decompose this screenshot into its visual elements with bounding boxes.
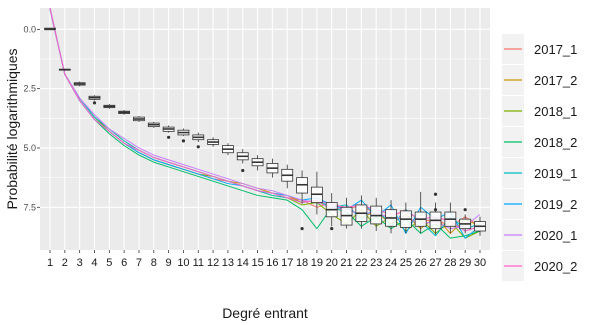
legend-item-2018_2: 2018_2 bbox=[502, 127, 577, 157]
box-outlier bbox=[196, 145, 200, 149]
boxplot-21 bbox=[340, 197, 353, 229]
x-tick-label: 4 bbox=[91, 257, 97, 269]
x-tick-label: 12 bbox=[207, 257, 219, 269]
x-tick-label: 1 bbox=[47, 257, 53, 269]
box-outlier bbox=[300, 227, 304, 231]
x-tick-label: 7 bbox=[136, 257, 142, 269]
x-tick-label: 8 bbox=[151, 257, 157, 269]
x-tick-label: 28 bbox=[444, 257, 456, 269]
legend-label: 2018_1 bbox=[534, 104, 577, 119]
y-ticks: 0.0 2.5 5.0 7.5 bbox=[23, 24, 40, 212]
boxplot-26 bbox=[414, 191, 427, 234]
boxplot-30 bbox=[474, 216, 486, 236]
x-ticks: 1 2 3 4 5 6 7 8 9 10 11 12 13 14 15 16 17 18 19 20 21 22 23 24 2… bbox=[47, 250, 486, 269]
boxplot-28 bbox=[444, 202, 457, 234]
x-tick-label: 5 bbox=[106, 257, 112, 269]
boxplot-18 bbox=[296, 170, 308, 231]
legend-label: 2019_2 bbox=[534, 197, 577, 212]
x-tick-label: 18 bbox=[296, 257, 308, 269]
panel-background bbox=[40, 8, 490, 250]
x-tick-label: 13 bbox=[222, 257, 234, 269]
x-tick-label: 6 bbox=[121, 257, 127, 269]
boxplot-19 bbox=[310, 171, 323, 215]
x-tick-label: 29 bbox=[459, 257, 471, 269]
boxplot-4 bbox=[88, 95, 101, 105]
boxplot-13 bbox=[222, 143, 234, 156]
x-tick-label: 19 bbox=[311, 257, 323, 269]
boxplot-10 bbox=[177, 128, 190, 143]
legend-item-2019_2: 2019_2 bbox=[502, 189, 577, 219]
boxplot-1 bbox=[44, 27, 56, 31]
x-tick-label: 17 bbox=[281, 257, 293, 269]
y-tick-label: 5.0 bbox=[23, 143, 36, 153]
legend-label: 2017_1 bbox=[534, 42, 577, 57]
boxplot-2 bbox=[58, 68, 71, 71]
y-tick-label: 7.5 bbox=[23, 202, 36, 212]
x-tick-label: 16 bbox=[266, 257, 278, 269]
boxplot-20 bbox=[325, 193, 338, 231]
boxplot-14 bbox=[236, 149, 249, 173]
x-tick-label: 25 bbox=[400, 257, 412, 269]
legend-item-2020_1: 2020_1 bbox=[502, 220, 577, 250]
boxplot-8 bbox=[147, 121, 160, 128]
y-tick-label: 0.0 bbox=[23, 24, 36, 34]
legend-item-2018_1: 2018_1 bbox=[502, 96, 577, 126]
x-tick-label: 30 bbox=[474, 257, 486, 269]
box-outlier bbox=[433, 208, 438, 212]
boxplot-6 bbox=[118, 110, 131, 115]
x-tick-label: 27 bbox=[429, 257, 441, 269]
boxplot-23 bbox=[370, 197, 383, 232]
boxplot-16 bbox=[266, 158, 279, 178]
legend-label: 2020_1 bbox=[534, 228, 577, 243]
x-tick-label: 26 bbox=[415, 257, 427, 269]
boxplots bbox=[44, 27, 486, 236]
legend-item-2017_1: 2017_1 bbox=[502, 34, 577, 64]
box-outlier bbox=[241, 168, 245, 173]
x-tick-label: 21 bbox=[340, 257, 352, 269]
boxplot-5 bbox=[103, 104, 116, 109]
x-tick-label: 20 bbox=[326, 257, 338, 269]
box-outlier bbox=[433, 192, 438, 196]
x-tick-label: 14 bbox=[237, 257, 249, 269]
x-tick-label: 3 bbox=[77, 257, 83, 269]
boxplot-9 bbox=[162, 125, 175, 139]
x-tick-label: 23 bbox=[370, 257, 382, 269]
x-tick-label: 2 bbox=[62, 257, 68, 269]
x-axis-title: Degré entrant bbox=[222, 305, 308, 321]
boxplot-17 bbox=[281, 164, 294, 189]
boxplot-15 bbox=[251, 155, 264, 171]
boxplot-27 bbox=[429, 192, 442, 235]
x-tick-label: 9 bbox=[166, 257, 172, 269]
box-outlier bbox=[167, 135, 171, 139]
boxplot-24 bbox=[385, 200, 397, 234]
box-outlier bbox=[330, 227, 334, 231]
boxplot-3 bbox=[73, 81, 86, 87]
boxplot-11 bbox=[192, 132, 205, 149]
y-tick-label: 2.5 bbox=[23, 84, 36, 94]
box-outlier bbox=[181, 139, 186, 143]
legend: 2017_1 2017_2 2018_1 2018_2 2019_1 2019_2 2020… bbox=[502, 34, 577, 281]
boxplot-12 bbox=[207, 137, 220, 147]
boxplot-22 bbox=[355, 195, 368, 229]
legend-label: 2020_2 bbox=[534, 259, 577, 274]
legend-item-2019_1: 2019_1 bbox=[502, 158, 577, 188]
boxplot-7 bbox=[133, 115, 145, 122]
y-axis-title: Probabilité logarithmiques bbox=[4, 48, 20, 209]
x-tick-label: 22 bbox=[355, 257, 367, 269]
box-outlier bbox=[92, 101, 97, 105]
boxplot-29 bbox=[459, 208, 472, 234]
x-tick-label: 15 bbox=[251, 257, 263, 269]
boxplot-25 bbox=[399, 202, 412, 234]
legend-label: 2018_2 bbox=[534, 135, 577, 150]
legend-item-2020_2: 2020_2 bbox=[502, 251, 577, 281]
legend-item-2017_2: 2017_2 bbox=[502, 65, 577, 95]
box-outlier bbox=[463, 208, 467, 212]
legend-label: 2019_1 bbox=[534, 166, 577, 181]
x-tick-label: 24 bbox=[385, 257, 397, 269]
x-tick-label: 11 bbox=[193, 257, 204, 269]
x-tick-label: 10 bbox=[177, 257, 189, 269]
legend-label: 2017_2 bbox=[534, 73, 577, 88]
